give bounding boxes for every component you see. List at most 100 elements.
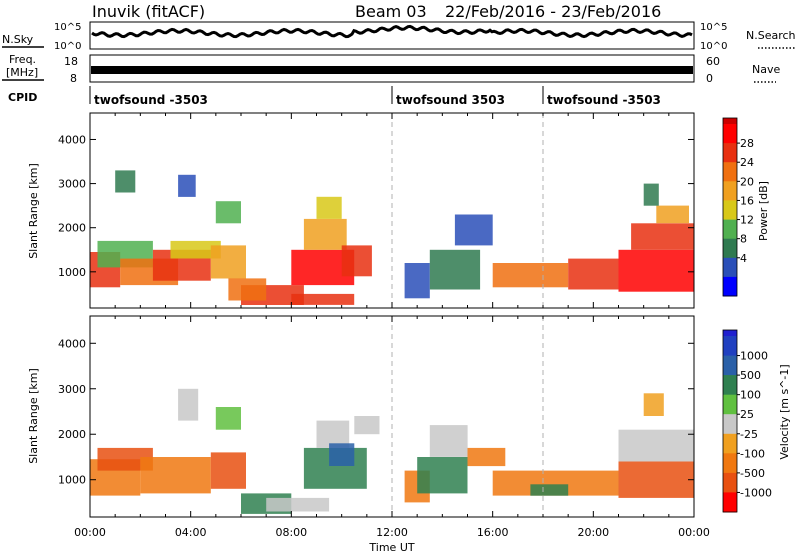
velocity-x-ticks [89, 316, 695, 517]
velocity-heatmap-cells [90, 388, 694, 514]
x-tick-label: 20:00 [577, 526, 609, 539]
nave-label: Nave [752, 63, 780, 76]
heatmap-cell [618, 461, 694, 498]
x-tick-label: 00:00 [74, 526, 106, 539]
freq-tick-8: 8 [70, 72, 77, 85]
heatmap-cell [618, 429, 694, 462]
heatmap-cell [354, 416, 380, 435]
nave-tick-60: 60 [706, 55, 720, 68]
heatmap-cell [329, 443, 355, 466]
colorbar-tick-label: 1000 [740, 350, 768, 363]
heatmap-cell [228, 278, 267, 301]
power-y-axis-label: Slant Range [km] [27, 163, 40, 259]
heatmap-cell [467, 447, 506, 467]
beam-label: Beam 03 [355, 2, 427, 21]
colorbar-tick-label: -25 [740, 428, 758, 441]
colorbar-tick-label: 8 [740, 233, 747, 246]
nsky-tick-bottom-right: 10^0 [700, 41, 727, 52]
heatmap-cell [178, 388, 199, 421]
y-tick-label: 4000 [58, 337, 86, 350]
velocity-y-axis-label: Slant Range [km] [27, 368, 40, 464]
colorbar-tick-label: 24 [740, 156, 754, 169]
colorbar-segment [723, 355, 737, 376]
colorbar-segment [723, 492, 737, 513]
x-tick-label: 04:00 [175, 526, 207, 539]
freq-panel [89, 54, 695, 83]
nsky-label: N.Sky [2, 33, 34, 46]
cpid-row: twofsound -3503 twofsound 3503 twofsound -… [89, 86, 661, 107]
heatmap-cell [643, 393, 664, 416]
colorbar-tick-label: 16 [740, 194, 754, 207]
colorbar-tick-label: -100 [740, 447, 765, 460]
colorbar-tick-label: -500 [740, 467, 765, 480]
heatmap-cell [656, 205, 689, 224]
velocity-colorbar-label: Velocity [m s^-1] [778, 364, 791, 459]
x-tick-label: 16:00 [477, 526, 509, 539]
power-x-ticks [89, 113, 695, 308]
colorbar-segment [723, 219, 737, 240]
colorbar-segment [723, 453, 737, 474]
colorbar-segment [723, 472, 737, 493]
y-tick-label: 4000 [58, 133, 86, 146]
colorbar-segment [723, 394, 737, 415]
colorbar-tick-label: 12 [740, 214, 754, 227]
heatmap-cell [303, 218, 347, 250]
y-tick-label: 3000 [58, 383, 86, 396]
colorbar-frame [722, 117, 738, 297]
x-tick-label: 12:00 [376, 526, 408, 539]
power-time-markers [391, 113, 544, 308]
power-colorbar-label: Power [dB] [757, 181, 770, 241]
heatmap-cell [140, 457, 211, 494]
y-tick-label: 1000 [58, 266, 86, 279]
heatmap-cell [215, 201, 241, 224]
cpid-segment-label: twofsound -3503 [547, 93, 661, 107]
freq-label-2: [MHz] [6, 66, 38, 79]
nsearch-label: N.Search [746, 29, 796, 42]
velocity-colorbar: 1000 500 100 25 -25 -100 -500 -1000 [722, 329, 772, 513]
colorbar-segment [723, 336, 737, 357]
heatmap-cell [215, 407, 241, 430]
velocity-y-ticks: 1000 2000 3000 4000 [58, 337, 694, 487]
freq-band [91, 66, 693, 74]
heatmap-cell [643, 183, 659, 206]
nsky-tick-top-right: 10^5 [700, 22, 727, 33]
x-tick-label: 08:00 [275, 526, 307, 539]
velocity-panel: 1000 2000 3000 4000 [58, 315, 695, 518]
colorbar-segment [723, 143, 737, 163]
heatmap-cell [266, 497, 330, 512]
date-range: 22/Feb/2016 - 23/Feb/2016 [445, 2, 661, 21]
cpid-segment-label: twofsound -3503 [94, 93, 208, 107]
heatmap-cell [178, 174, 196, 197]
power-panel: 1000 2000 3000 4000 [58, 112, 695, 309]
power-heatmap-cells [90, 170, 694, 305]
heatmap-cell [291, 293, 355, 305]
colorbar-segment [723, 124, 737, 144]
y-tick-label: 1000 [58, 474, 86, 487]
nsky-panel [89, 21, 695, 50]
power-y-ticks: 1000 2000 3000 4000 [58, 133, 694, 279]
colorbar-tick-label: -1000 [740, 486, 772, 499]
colorbar-segment [723, 238, 737, 259]
freq-tick-18: 18 [64, 55, 78, 68]
colorbar-tick-label: 500 [740, 369, 761, 382]
heatmap-cell [115, 170, 136, 193]
x-tick-label: 00:00 [678, 526, 710, 539]
nsky-trace [91, 24, 693, 39]
heatmap-cell [341, 245, 372, 277]
colorbar-tick-label: 25 [740, 408, 754, 421]
nsky-tick-top-left: 10^5 [54, 22, 81, 33]
colorbar-tick-label: 20 [740, 175, 754, 188]
y-tick-label: 2000 [58, 428, 86, 441]
heatmap-cell [404, 263, 430, 299]
cpid-label: CPID [8, 91, 37, 104]
heatmap-cell [492, 263, 569, 288]
heatmap-cell [454, 214, 493, 246]
colorbar-segment [723, 433, 737, 454]
heatmap-cell [429, 249, 481, 290]
heatmap-cell [530, 484, 569, 496]
time-axis-labels: 00:00 04:00 08:00 12:00 16:00 20:00 00:00 [74, 526, 710, 539]
power-colorbar: 28 24 20 16 12 8 4 [722, 117, 754, 297]
y-tick-label: 3000 [58, 178, 86, 191]
heatmap-cell [568, 258, 619, 290]
